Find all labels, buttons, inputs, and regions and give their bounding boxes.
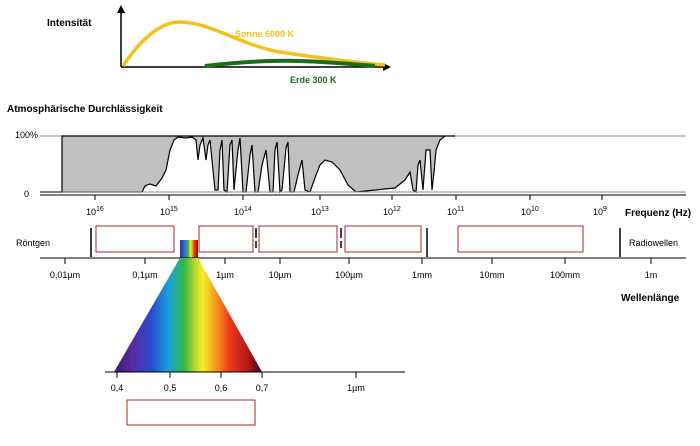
band-box-microwave[interactable] bbox=[457, 225, 584, 253]
visible-tick-label: 0,6 bbox=[215, 383, 228, 393]
frequency-tick-label: 1013 bbox=[311, 206, 329, 217]
wavelength-tick-label: 100mm bbox=[550, 270, 580, 280]
visible-tick-label: 0,5 bbox=[164, 383, 177, 393]
wavelength-tick-label: 10µm bbox=[269, 270, 292, 280]
frequency-tick-label: 1016 bbox=[86, 206, 104, 217]
wavelength-tick-label: 1µm bbox=[216, 270, 234, 280]
intensity-panel: Intensität Sonne 6000 K Erde 300 K bbox=[47, 5, 391, 85]
visible-ticks: 0,4 0,5 0,6 0,7 1µm bbox=[111, 372, 365, 393]
band-box-near-ir[interactable] bbox=[198, 225, 254, 253]
wavelength-tick-label: 100µm bbox=[335, 270, 363, 280]
visible-tick-label: 0,4 bbox=[111, 383, 124, 393]
frequency-tick-label: 1014 bbox=[234, 206, 252, 217]
intensity-title: Intensität bbox=[47, 18, 92, 29]
visible-tick-label: 0,7 bbox=[256, 383, 269, 393]
frequency-tick-label: 1010 bbox=[521, 206, 539, 217]
wavelength-tick-label: 0,1µm bbox=[132, 270, 157, 280]
earth-label: Erde 300 K bbox=[290, 75, 337, 85]
band-box-mid-ir[interactable] bbox=[258, 225, 338, 253]
frequency-tick-label: 1015 bbox=[160, 206, 178, 217]
transmission-y-bottom-label: 0 bbox=[24, 189, 29, 199]
visible-spectrum: 0,4 0,5 0,6 0,7 1µm bbox=[105, 258, 405, 426]
wavelength-axis-title: Wellenlänge bbox=[621, 293, 680, 304]
sun-curve bbox=[121, 20, 386, 67]
transmission-panel: Atmosphärische Durchlässigkeit 100% 0 bbox=[7, 104, 686, 199]
frequency-tick-label: 1012 bbox=[383, 206, 401, 217]
visible-label-box[interactable] bbox=[126, 399, 256, 426]
visible-band-strip bbox=[180, 240, 198, 258]
band-right-label: Radiowellen bbox=[629, 238, 678, 248]
wavelength-tick-label: 1mm bbox=[412, 270, 432, 280]
band-box-uv[interactable] bbox=[95, 225, 175, 253]
frequency-ticks: 1016 1015 1014 1013 1012 1011 1010 109 bbox=[86, 195, 607, 217]
earth-curve bbox=[204, 58, 376, 68]
frequency-axis: 1016 1015 1014 1013 1012 1011 1010 109 Frequenz… bbox=[40, 194, 691, 219]
wavelength-tick-label: 0,01µm bbox=[50, 270, 80, 280]
sun-label: Sonne 6000 K bbox=[235, 29, 295, 39]
transmission-area bbox=[61, 135, 455, 194]
frequency-tick-label: 1011 bbox=[447, 206, 464, 217]
frequency-tick-label: 109 bbox=[593, 206, 607, 217]
visible-spectrum-fan bbox=[114, 258, 262, 372]
visible-tick-label: 1µm bbox=[347, 383, 365, 393]
wavelength-axis: 0,01µm 0,1µm 1µm 10µm 100µm 1mm 10mm 100mm 1m We… bbox=[40, 257, 686, 304]
transmission-y-top-label: 100% bbox=[15, 130, 38, 140]
frequency-axis-title: Frequenz (Hz) bbox=[625, 208, 691, 219]
intensity-y-arrow-icon bbox=[117, 5, 125, 13]
wavelength-ticks: 0,01µm 0,1µm 1µm 10µm 100µm 1mm 10mm 100mm 1m bbox=[50, 258, 657, 280]
band-box-far-ir[interactable] bbox=[344, 225, 422, 253]
band-left-label: Röntgen bbox=[16, 238, 50, 248]
transmission-title: Atmosphärische Durchlässigkeit bbox=[7, 104, 163, 115]
band-row: Röntgen Radiowellen bbox=[16, 225, 678, 258]
wavelength-tick-label: 10mm bbox=[479, 270, 504, 280]
wavelength-tick-label: 1m bbox=[645, 270, 658, 280]
